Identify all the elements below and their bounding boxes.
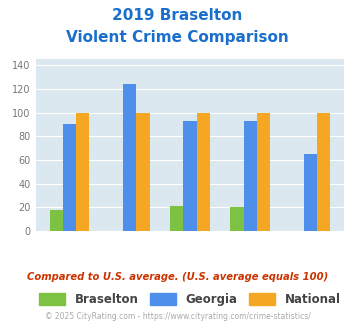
Bar [197, 113, 210, 231]
Text: Violent Crime Comparison: Violent Crime Comparison [66, 30, 289, 45]
Bar [63, 124, 76, 231]
Text: © 2025 CityRating.com - https://www.cityrating.com/crime-statistics/: © 2025 CityRating.com - https://www.city… [45, 312, 310, 321]
Bar [50, 210, 63, 231]
Text: Compared to U.S. average. (U.S. average equals 100): Compared to U.S. average. (U.S. average … [27, 272, 328, 282]
Bar [304, 154, 317, 231]
Bar [244, 121, 257, 231]
Bar [76, 113, 89, 231]
Bar [183, 121, 197, 231]
Bar [136, 113, 149, 231]
Bar [123, 84, 136, 231]
Bar [230, 207, 244, 231]
Text: 2019 Braselton: 2019 Braselton [112, 8, 243, 23]
Bar [170, 206, 183, 231]
Bar [317, 113, 330, 231]
Legend: Braselton, Georgia, National: Braselton, Georgia, National [34, 288, 345, 311]
Bar [257, 113, 270, 231]
